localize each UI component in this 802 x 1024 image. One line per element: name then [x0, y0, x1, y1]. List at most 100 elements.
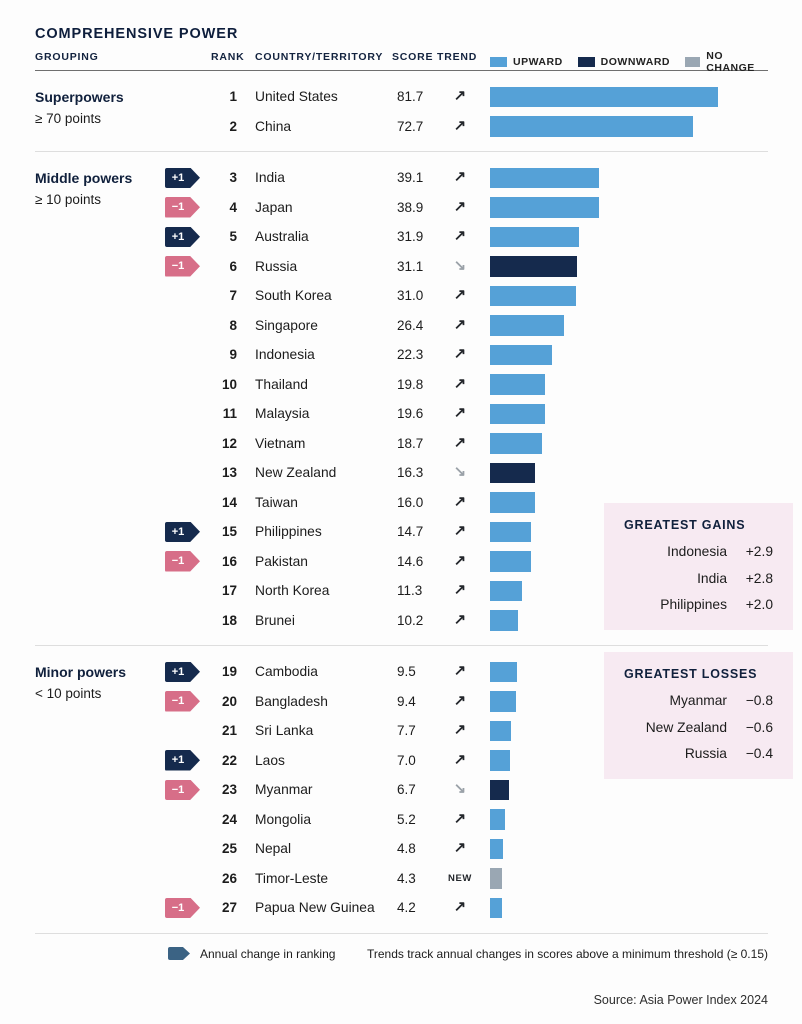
rank-value: 18	[221, 612, 237, 628]
country-name: Thailand	[255, 376, 308, 392]
score-value: 14.7	[397, 524, 424, 539]
legend-label: UPWARD	[513, 56, 563, 68]
legend-item: UPWARD	[490, 56, 563, 68]
country-row: 17 North Korea 11.3 ↗	[35, 576, 768, 606]
score-bar	[490, 897, 502, 918]
score-bar	[490, 256, 577, 277]
rank-change-badge: −1	[165, 897, 200, 918]
country-name: Indonesia	[255, 347, 315, 362]
score-value: 10.2	[397, 612, 424, 628]
rank-value: 25	[221, 841, 237, 856]
greatest-losses-title: GREATEST LOSSES	[624, 667, 758, 681]
section-rows: 1 United States 81.7 ↗ 2 China 72.7 ↗	[35, 82, 768, 141]
callout-value: −0.8	[745, 693, 773, 708]
score-bar	[490, 720, 511, 741]
trend-icon: ↗	[453, 169, 467, 185]
grouping-section: Minor powers < 10 points +1 19 Cambodia …	[35, 645, 768, 933]
grouping-threshold: < 10 points	[35, 686, 102, 701]
country-name: New Zealand	[255, 465, 337, 480]
score-value: 7.0	[397, 752, 416, 768]
country-row: 24 Mongolia 5.2 ↗	[35, 805, 768, 835]
country-name: Laos	[255, 752, 285, 768]
country-name: Pakistan	[255, 553, 308, 569]
score-value: 31.9	[397, 229, 424, 244]
rank-value: 23	[221, 782, 237, 797]
trend-icon: ↗	[453, 287, 467, 303]
col-country-territory: COUNTRY/TERRITORY	[255, 51, 384, 63]
legend-label: NO CHANGE	[706, 50, 755, 74]
rank-change-badge: +1	[165, 167, 200, 188]
score-value: 5.2	[397, 811, 416, 827]
rank-value: 1	[229, 89, 237, 104]
country-row: −1 20 Bangladesh 9.4 ↗	[35, 687, 768, 717]
trend-icon: ↗	[453, 582, 467, 598]
score-value: 81.7	[397, 89, 424, 104]
score-bar	[490, 521, 531, 542]
country-name: Cambodia	[255, 664, 318, 679]
country-row: −1 6 Russia 31.1 ↘	[35, 252, 768, 282]
score-value: 11.3	[397, 583, 423, 598]
country-name: China	[255, 118, 292, 134]
trend-icon: ↗	[453, 899, 467, 915]
score-bar	[490, 344, 552, 365]
trend-threshold-note: Trends track annual changes in scores ab…	[366, 946, 768, 961]
country-row: 9 Indonesia 22.3 ↗	[35, 340, 768, 370]
rank-value: 3	[229, 170, 237, 185]
rank-change-legend-label: Annual change in ranking	[200, 946, 336, 961]
grouping-label: Minor powers < 10 points	[35, 664, 126, 701]
legend-swatch-icon	[577, 57, 595, 67]
callout-country: India	[697, 570, 727, 586]
country-name: Timor-Leste	[255, 870, 329, 886]
rank-value: 2	[229, 118, 237, 134]
country-row: 1 United States 81.7 ↗	[35, 82, 768, 112]
callout-country: Philippines	[660, 597, 727, 612]
rank-value: 8	[229, 317, 237, 333]
country-name: Myanmar	[255, 782, 313, 797]
callout-value: +2.0	[745, 597, 773, 612]
rank-change-arrow-icon	[168, 947, 190, 960]
rank-value: 11	[222, 406, 237, 421]
callout-row: New Zealand −0.6	[624, 715, 773, 742]
trend-icon: ↗	[453, 434, 467, 451]
rank-change-badge: −1	[165, 779, 200, 800]
country-name: Russia	[255, 258, 298, 274]
rank-value: 19	[221, 664, 237, 679]
country-row: 2 China 72.7 ↗	[35, 112, 768, 142]
trend-icon: ↘	[453, 257, 467, 274]
country-row: 21 Sri Lanka 7.7 ↗	[35, 716, 768, 746]
rank-value: 21	[221, 723, 237, 738]
callout-row: Philippines +2.0	[624, 592, 773, 619]
trend-icon: ↗	[453, 751, 467, 768]
score-bar	[490, 868, 502, 889]
country-name: North Korea	[255, 583, 330, 598]
rank-value: 27	[221, 900, 237, 915]
greatest-gains-title: GREATEST GAINS	[624, 518, 746, 532]
country-row: +1 22 Laos 7.0 ↗	[35, 746, 768, 776]
country-name: Papua New Guinea	[255, 900, 375, 915]
greatest-losses-box: GREATEST LOSSES Myanmar −0.8 New Zealand…	[604, 652, 793, 779]
greatest-gains-rows: Indonesia +2.9 India +2.8 Philippines +2…	[624, 539, 773, 619]
trend-icon: ↗	[453, 405, 467, 421]
score-bar	[490, 580, 522, 601]
rank-value: 20	[221, 693, 237, 709]
score-bar	[490, 462, 535, 483]
score-value: 31.0	[397, 288, 424, 303]
rank-value: 22	[221, 752, 237, 768]
footnote-row: Annual change in ranking Trends track an…	[35, 947, 768, 961]
country-row: 13 New Zealand 16.3 ↘	[35, 458, 768, 488]
country-row: 7 South Korea 31.0 ↗	[35, 281, 768, 311]
country-row: 18 Brunei 10.2 ↗	[35, 606, 768, 636]
legend-item: NO CHANGE	[685, 50, 768, 74]
ranking-sections: Superpowers ≥ 70 points 1 United States …	[35, 71, 768, 934]
score-value: 9.5	[397, 664, 416, 679]
callout-country: Russia	[684, 746, 727, 761]
legend-swatch-icon	[685, 57, 701, 67]
grouping-label: Middle powers ≥ 10 points	[35, 170, 132, 207]
score-value: 26.4	[397, 317, 424, 333]
grouping-threshold: ≥ 10 points	[35, 192, 101, 207]
trend-icon: ↗	[453, 198, 467, 215]
trend-icon: ↘	[453, 464, 467, 480]
country-name: Japan	[255, 199, 293, 215]
rank-value: 6	[229, 258, 237, 274]
score-value: 38.9	[397, 199, 424, 215]
